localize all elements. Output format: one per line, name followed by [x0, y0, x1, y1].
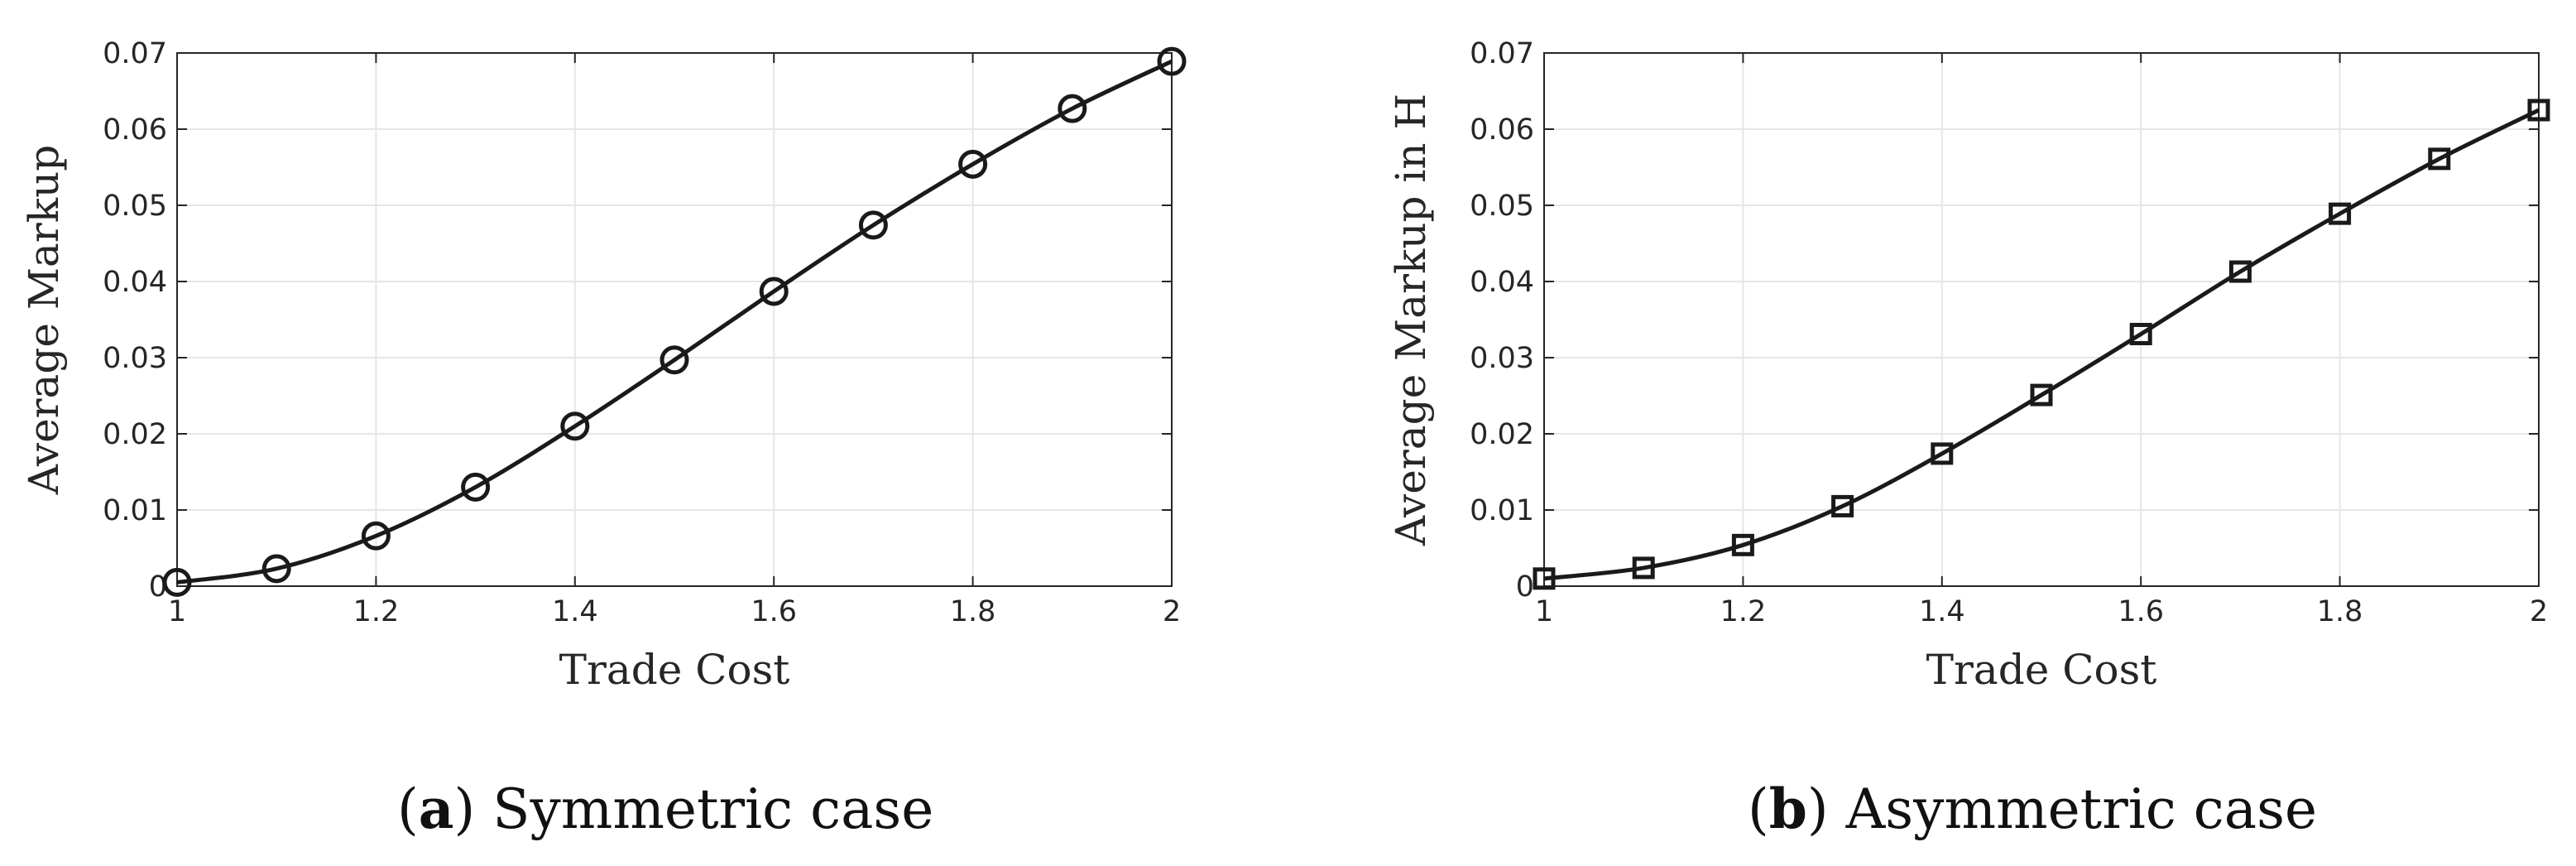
caption-a: (a) Symmetric case	[397, 777, 934, 841]
data-point-circle	[261, 554, 291, 584]
data-point-square	[2030, 383, 2053, 407]
data-point-square	[1731, 533, 1754, 556]
y-tick-label: 0.06	[103, 113, 167, 147]
data-point-square	[2129, 322, 2152, 345]
x-axis-label: Trade Cost	[1926, 646, 2157, 694]
data-point-circle	[560, 411, 590, 441]
y-axis-label: Average Markup	[20, 145, 68, 496]
data-point-circle	[1157, 46, 1187, 76]
x-tick-label: 2	[1163, 595, 1181, 628]
caption-b: (b) Asymmetric case	[1748, 777, 2318, 841]
x-tick-label: 1.8	[950, 595, 996, 628]
y-tick-label: 0.02	[1470, 418, 1534, 451]
y-tick-label: 0.07	[1470, 37, 1534, 70]
data-point-circle	[759, 277, 789, 306]
y-tick-label: 0.01	[1470, 494, 1534, 527]
caption-b-letter: b	[1768, 777, 1807, 841]
data-point-square	[1931, 442, 1954, 465]
x-tick-label: 1.6	[2118, 595, 2164, 628]
data-point-circle	[958, 149, 988, 179]
chart-b: 1 1.2 1.4 1.6 1.8 2 0 0.01 0.02 0.03 0.04 0.05 0.06 0…	[1387, 37, 2550, 694]
y-tick-label: 0	[1516, 570, 1534, 604]
data-point-circle	[660, 345, 689, 375]
data-point-square	[1831, 494, 1854, 517]
data-point-square	[2329, 202, 2352, 225]
caption-a-letter: a	[418, 777, 454, 841]
y-tick-label: 0.04	[103, 266, 167, 299]
y-tick-label: 0.03	[1470, 342, 1534, 375]
data-point-square	[2527, 99, 2550, 122]
chart-a: 1 1.2 1.4 1.6 1.8 2 0 0.01 0.02 0.03 0.04 0.05 0.06 0…	[20, 37, 1187, 694]
y-tick-label: 0.03	[103, 342, 167, 375]
data-point-circle	[1058, 94, 1087, 123]
y-tick-label: 0.04	[1470, 266, 1534, 299]
data-point-square	[1533, 567, 1556, 590]
data-point-circle	[162, 567, 192, 597]
series-line	[1543, 108, 2540, 581]
y-tick-label: 0.01	[103, 494, 167, 527]
caption-b-text: Asymmetric case	[1845, 777, 2318, 841]
grid-lines	[176, 52, 1173, 587]
y-tick-label: 0.05	[103, 190, 167, 223]
data-point-square	[1632, 556, 1655, 580]
axes-box	[1543, 52, 2540, 587]
x-tick-label: 1	[168, 595, 186, 628]
grid-lines	[1543, 52, 2540, 587]
data-point-circle	[858, 210, 888, 240]
y-tick-label: 0	[149, 570, 167, 604]
x-tick-label: 1.2	[1720, 595, 1767, 628]
data-point-square	[2428, 147, 2451, 171]
y-tick-label: 0.02	[103, 418, 167, 451]
x-tick-label: 1.4	[1919, 595, 1965, 628]
axes-box	[176, 52, 1173, 587]
x-tick-label: 1.6	[751, 595, 797, 628]
series-line	[176, 59, 1173, 585]
data-point-circle	[361, 521, 391, 551]
y-axis-label: Average Markup in H	[1387, 94, 1435, 546]
data-point-circle	[461, 472, 491, 502]
data-point-square	[2228, 260, 2252, 283]
x-axis-label: Trade Cost	[559, 646, 790, 694]
x-tick-label: 1.4	[552, 595, 598, 628]
x-tick-label: 1.2	[353, 595, 400, 628]
y-tick-label: 0.05	[1470, 190, 1534, 223]
y-tick-label: 0.06	[1470, 113, 1534, 147]
y-tick-label: 0.07	[103, 37, 167, 70]
x-tick-label: 2	[2530, 595, 2548, 628]
caption-a-text: Symmetric case	[492, 777, 934, 841]
x-tick-label: 1.8	[2317, 595, 2363, 628]
x-tick-label: 1	[1535, 595, 1553, 628]
